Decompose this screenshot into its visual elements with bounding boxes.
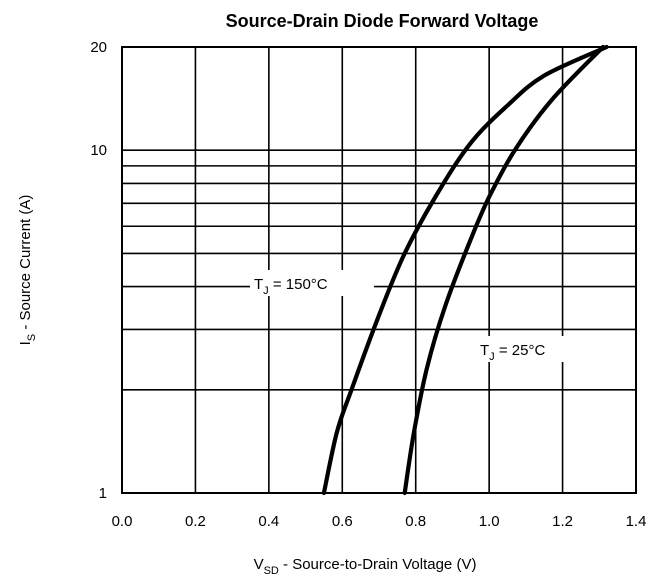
x-tick-label: 0.2 — [185, 513, 206, 530]
grid — [121, 46, 637, 494]
tick-labels: 0.0 0.2 0.4 0.6 0.8 1.0 1.2 1.4 1 10 20 — [90, 39, 646, 530]
label-background — [250, 270, 374, 296]
y-axis-label: IS - Source Current (A) — [17, 195, 38, 346]
curve-labels: TJ = 150°C TJ = 25°C — [250, 270, 586, 363]
plot-border — [121, 46, 637, 494]
chart-title: Source-Drain Diode Forward Voltage — [226, 11, 539, 31]
y-tick-label: 1 — [99, 485, 107, 502]
series-line-25c — [402, 44, 606, 496]
x-tick-label: 0.4 — [258, 513, 279, 530]
x-tick-label: 0.6 — [332, 513, 353, 530]
series-label-150c: TJ = 150°C — [254, 276, 328, 297]
label-background — [476, 336, 586, 362]
x-tick-label: 0.8 — [405, 513, 426, 530]
y-tick-label: 10 — [90, 142, 107, 159]
data-series — [321, 44, 609, 496]
series-line-150c — [321, 44, 609, 496]
x-axis-label: VSD - Source-to-Drain Voltage (V) — [254, 556, 477, 577]
x-tick-label: 0.0 — [112, 513, 133, 530]
x-tick-label: 1.4 — [626, 513, 647, 530]
x-tick-label: 1.2 — [552, 513, 573, 530]
series-label-25c: TJ = 25°C — [480, 342, 545, 363]
y-tick-label: 20 — [90, 39, 107, 56]
x-tick-label: 1.0 — [479, 513, 500, 530]
